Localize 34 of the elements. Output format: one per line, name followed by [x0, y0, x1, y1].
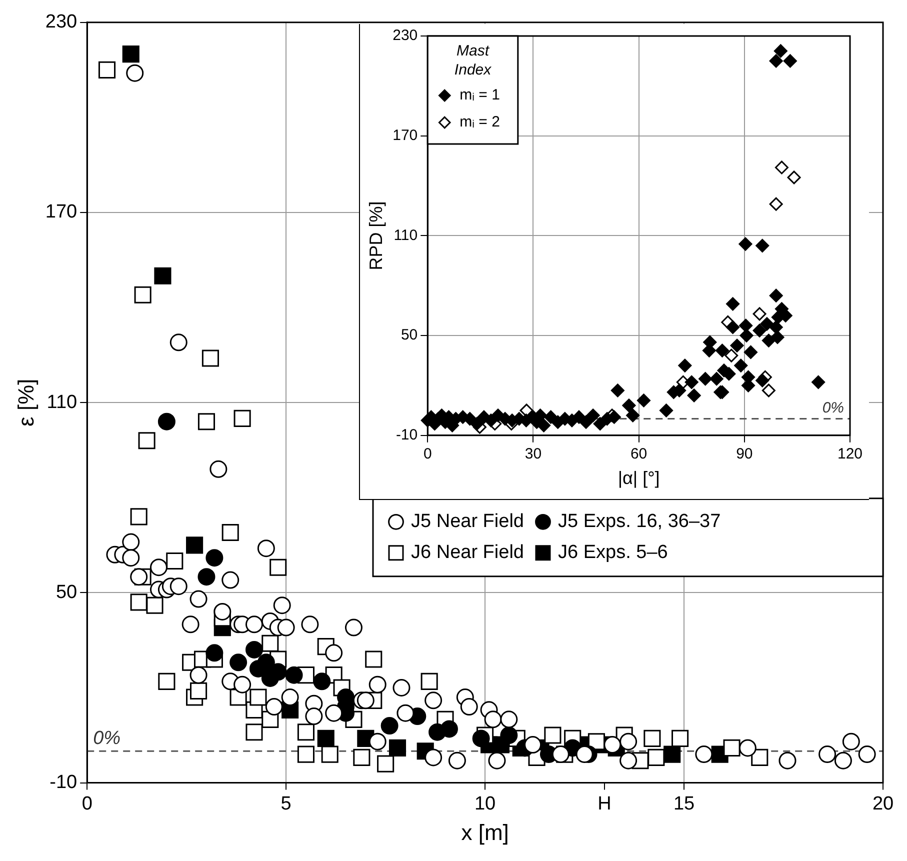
x-tick-label: 0: [423, 446, 432, 463]
y-tick-label: 230: [45, 12, 78, 33]
ref-line-label: 0%: [822, 399, 844, 416]
y-tick-label: 50: [400, 326, 418, 344]
x-tick-label: 30: [524, 446, 542, 463]
x-tick-label: 60: [630, 446, 648, 463]
x-axis-title: x [m]: [461, 820, 509, 845]
legend-title: Mast Index: [454, 42, 492, 79]
y-tick-label: 230: [392, 27, 418, 44]
y-tick-label: -10: [396, 426, 418, 444]
legend-label: J5 Exps. 16, 36–37: [558, 511, 721, 532]
x-tick-label: H: [598, 793, 612, 814]
x-tick-label: 15: [673, 793, 695, 814]
x-tick-label: 90: [736, 446, 753, 463]
ref-line-label: 0%: [93, 728, 121, 749]
legend-label: mᵢ = 1: [460, 86, 500, 104]
y-tick-label: 170: [45, 202, 78, 223]
legend-label: J6 Exps. 5–6: [558, 542, 668, 564]
x-tick-label: 20: [872, 793, 894, 814]
y-tick-label: -10: [50, 772, 78, 794]
x-tick-label: 5: [280, 793, 292, 814]
x-tick-label: 0: [82, 793, 92, 814]
legend-label: J6 Near Field: [411, 542, 524, 564]
x-tick-label: 10: [474, 793, 496, 814]
y-tick-label: 170: [392, 126, 418, 144]
y-tick-label: 110: [394, 226, 418, 244]
y-tick-label: 110: [46, 392, 78, 413]
x-tick-label: 120: [837, 446, 863, 463]
y-tick-label: 50: [56, 582, 78, 603]
x-axis-title: |α| [°]: [618, 468, 660, 488]
legend-label: mᵢ = 2: [460, 114, 500, 131]
legend-label: J5 Near Field: [411, 511, 524, 532]
y-axis-title: RPD [%]: [366, 201, 386, 270]
y-axis-title: ε [%]: [13, 378, 38, 426]
